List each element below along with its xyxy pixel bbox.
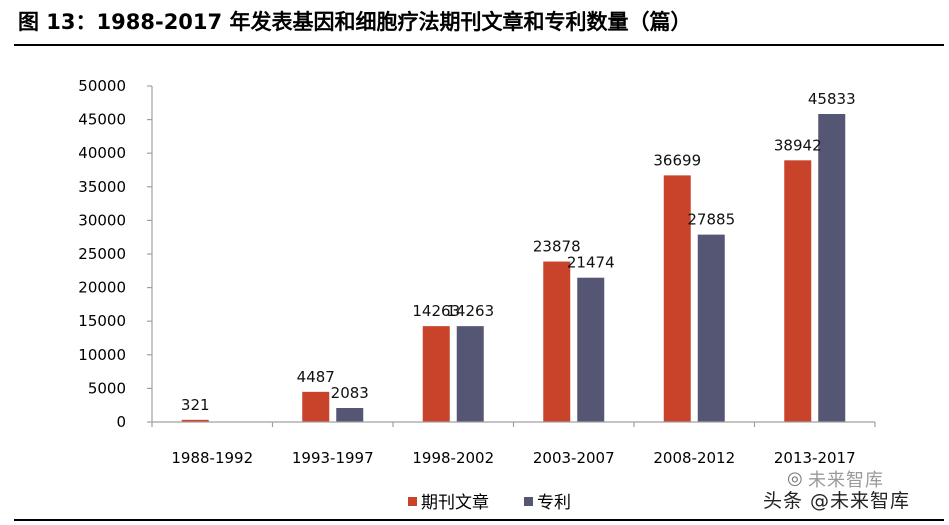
data-label-journal: 36699 <box>653 151 701 169</box>
y-axis: 0 5000 10000 15000 20000 25000 30000 35000 40000… <box>78 77 153 431</box>
data-label-patent: 27885 <box>687 211 735 229</box>
x-tick-label: 2008-2012 <box>653 449 735 467</box>
legend-swatch-patent <box>524 497 533 506</box>
y-tick-label: 50000 <box>78 77 126 95</box>
bar-patent <box>336 408 364 422</box>
bar-journal <box>181 419 209 422</box>
y-tick-label: 10000 <box>78 346 126 364</box>
data-label-journal: 23878 <box>533 238 581 256</box>
watermark-bottom: 头条 @未来智库 <box>763 490 911 512</box>
bottom-divider <box>14 519 944 521</box>
data-label-journal: 321 <box>181 396 210 414</box>
x-tick-label: 1988-1992 <box>171 449 253 467</box>
legend: 期刊文章 专利 <box>408 493 571 513</box>
figure-title: 图 13：1988-2017 年发表基因和细胞疗法期刊文章和专利数量（篇） <box>18 10 692 34</box>
data-label-patent: 14263 <box>446 302 494 320</box>
y-tick-label: 15000 <box>78 312 126 330</box>
watermark-top: 未来智库 <box>808 470 884 491</box>
x-axis: 1988-1992 1993-1997 1998-2002 2003-2007 2008… <box>151 421 876 467</box>
y-tick-label: 0 <box>116 413 126 431</box>
bar-series <box>181 114 846 422</box>
y-tick-label: 35000 <box>78 178 126 196</box>
x-tick-label: 2003-2007 <box>533 449 615 467</box>
legend-label-patent: 专利 <box>537 493 571 513</box>
data-label-journal: 4487 <box>297 368 335 386</box>
data-label-patent: 2083 <box>331 384 369 402</box>
y-tick-label: 45000 <box>78 111 126 129</box>
bar-patent <box>577 277 605 422</box>
wechat-icon: ◎ <box>787 468 803 489</box>
bar-journal <box>543 261 571 422</box>
legend-label-journal: 期刊文章 <box>421 493 489 513</box>
data-label-patent: 45833 <box>808 90 856 108</box>
legend-swatch-journal <box>408 497 417 506</box>
bar-patent <box>456 326 484 422</box>
bar-patent <box>697 234 725 422</box>
x-tick-label: 1998-2002 <box>412 449 494 467</box>
x-tick-label: 2013-2017 <box>774 449 856 467</box>
title-divider <box>14 44 944 46</box>
y-tick-label: 20000 <box>78 279 126 297</box>
data-label-journal: 38942 <box>774 136 822 154</box>
data-label-journal: 14263 <box>412 302 460 320</box>
y-tick-label: 40000 <box>78 144 126 162</box>
bar-journal <box>422 326 450 422</box>
data-label-patent: 21474 <box>567 254 615 272</box>
bar-journal <box>784 160 812 422</box>
y-tick-label: 30000 <box>78 211 126 229</box>
x-tick-label: 1993-1997 <box>292 449 374 467</box>
bar-journal <box>663 175 691 422</box>
y-tick-label: 25000 <box>78 245 126 263</box>
bar-patent <box>818 114 846 422</box>
bar-journal <box>302 391 330 422</box>
y-tick-label: 5000 <box>88 379 126 397</box>
